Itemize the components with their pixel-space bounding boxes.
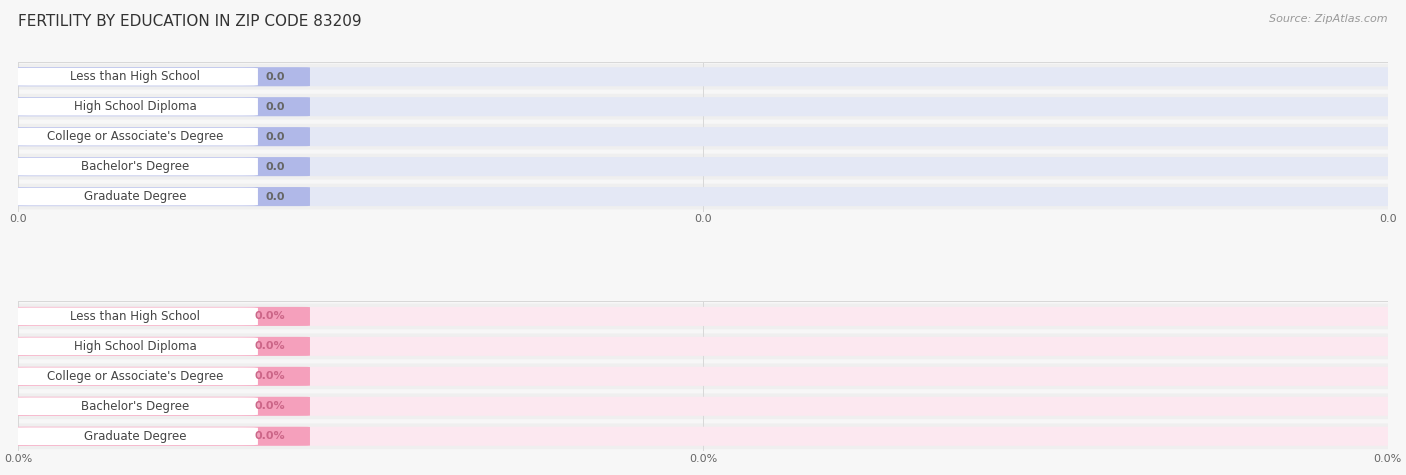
FancyBboxPatch shape (14, 397, 1396, 416)
Text: Graduate Degree: Graduate Degree (84, 190, 187, 203)
Text: Bachelor's Degree: Bachelor's Degree (82, 160, 190, 173)
Text: Bachelor's Degree: Bachelor's Degree (82, 400, 190, 413)
Text: High School Diploma: High School Diploma (75, 340, 197, 353)
FancyBboxPatch shape (14, 97, 1396, 116)
FancyBboxPatch shape (13, 398, 257, 415)
FancyBboxPatch shape (14, 427, 309, 446)
FancyBboxPatch shape (14, 157, 309, 176)
FancyBboxPatch shape (14, 337, 1396, 356)
FancyBboxPatch shape (11, 94, 1395, 120)
FancyBboxPatch shape (14, 157, 1396, 176)
Text: 0.0%: 0.0% (254, 431, 285, 441)
FancyBboxPatch shape (14, 367, 1396, 386)
FancyBboxPatch shape (11, 304, 1395, 329)
Text: High School Diploma: High School Diploma (75, 100, 197, 113)
FancyBboxPatch shape (11, 333, 1395, 359)
FancyBboxPatch shape (14, 97, 309, 116)
FancyBboxPatch shape (14, 187, 309, 206)
Text: 0.0%: 0.0% (254, 342, 285, 352)
Text: 0.0: 0.0 (266, 132, 285, 142)
FancyBboxPatch shape (13, 68, 257, 86)
Text: Less than High School: Less than High School (70, 70, 201, 83)
Text: Graduate Degree: Graduate Degree (84, 430, 187, 443)
Text: 0.0: 0.0 (266, 102, 285, 112)
Text: 0.0: 0.0 (266, 162, 285, 171)
FancyBboxPatch shape (14, 307, 1396, 326)
FancyBboxPatch shape (13, 368, 257, 385)
FancyBboxPatch shape (14, 397, 309, 416)
FancyBboxPatch shape (13, 128, 257, 145)
FancyBboxPatch shape (11, 363, 1395, 389)
Text: FERTILITY BY EDUCATION IN ZIP CODE 83209: FERTILITY BY EDUCATION IN ZIP CODE 83209 (18, 14, 361, 29)
FancyBboxPatch shape (13, 158, 257, 176)
FancyBboxPatch shape (13, 307, 257, 325)
Text: College or Associate's Degree: College or Associate's Degree (48, 370, 224, 383)
FancyBboxPatch shape (11, 184, 1395, 209)
FancyBboxPatch shape (14, 427, 1396, 446)
FancyBboxPatch shape (11, 154, 1395, 180)
FancyBboxPatch shape (14, 67, 309, 86)
Text: Less than High School: Less than High School (70, 310, 201, 323)
Text: 0.0%: 0.0% (254, 312, 285, 322)
FancyBboxPatch shape (11, 393, 1395, 419)
FancyBboxPatch shape (11, 124, 1395, 150)
Text: 0.0%: 0.0% (254, 371, 285, 381)
FancyBboxPatch shape (11, 423, 1395, 449)
FancyBboxPatch shape (13, 428, 257, 445)
Text: 0.0: 0.0 (266, 72, 285, 82)
FancyBboxPatch shape (11, 64, 1395, 90)
FancyBboxPatch shape (14, 127, 309, 146)
FancyBboxPatch shape (14, 67, 1396, 86)
Text: College or Associate's Degree: College or Associate's Degree (48, 130, 224, 143)
FancyBboxPatch shape (14, 187, 1396, 206)
FancyBboxPatch shape (13, 337, 257, 355)
FancyBboxPatch shape (14, 127, 1396, 146)
Text: 0.0: 0.0 (266, 191, 285, 201)
FancyBboxPatch shape (13, 98, 257, 115)
FancyBboxPatch shape (14, 367, 309, 386)
Text: Source: ZipAtlas.com: Source: ZipAtlas.com (1270, 14, 1388, 24)
FancyBboxPatch shape (14, 337, 309, 356)
FancyBboxPatch shape (13, 188, 257, 206)
FancyBboxPatch shape (14, 307, 309, 326)
Text: 0.0%: 0.0% (254, 401, 285, 411)
